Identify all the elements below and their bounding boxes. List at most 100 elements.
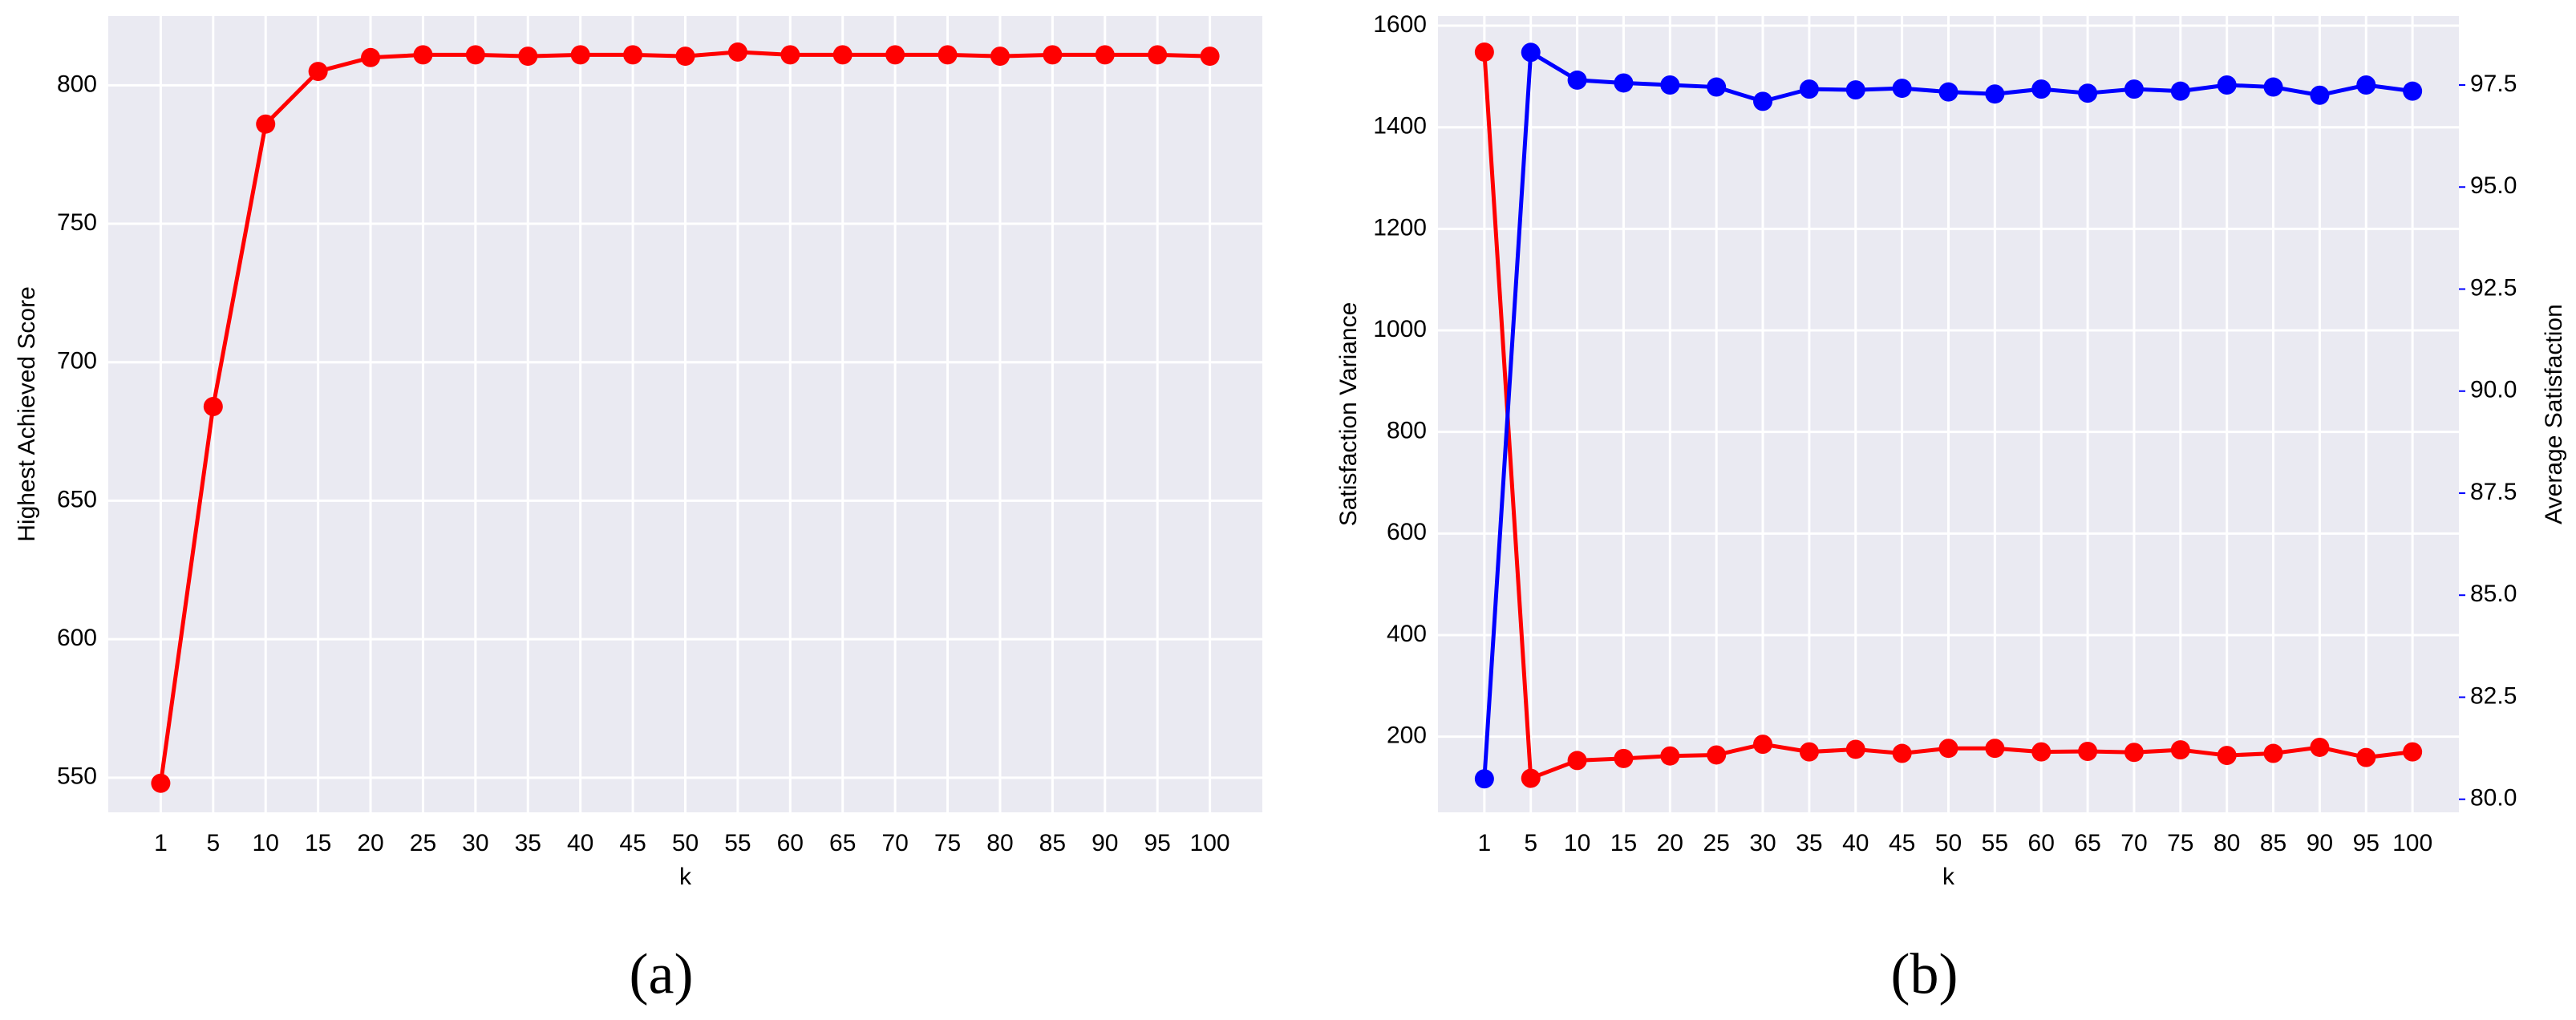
y2-tick-label: 85.0: [2470, 581, 2517, 607]
y-tick-label: 1400: [1373, 113, 1427, 140]
point: [1567, 751, 1587, 771]
point: [675, 47, 695, 67]
point: [1614, 73, 1634, 93]
x-tick-label: 20: [357, 830, 383, 856]
x-tick-label: 40: [1842, 830, 1869, 856]
x-tick-label: 70: [881, 830, 908, 856]
point: [1985, 739, 2005, 759]
point: [1043, 45, 1063, 65]
x-tick-label: 45: [619, 830, 646, 856]
point: [2310, 85, 2330, 105]
point: [885, 45, 905, 65]
point: [413, 45, 433, 65]
point: [1892, 743, 1912, 763]
y2-tick-label: 92.5: [2470, 274, 2517, 301]
point: [308, 62, 328, 82]
point: [1474, 769, 1494, 789]
y-tick-label: 1600: [1373, 11, 1427, 38]
x-axis-label: k: [679, 864, 692, 890]
y-tick-label: 600: [1387, 519, 1427, 545]
x-tick-label: 50: [1935, 830, 1962, 856]
x-tick-label: 100: [1190, 830, 1230, 856]
point: [2078, 742, 2098, 762]
x-tick-label: 15: [1610, 830, 1637, 856]
x-tick-label: 30: [1749, 830, 1776, 856]
point: [1521, 42, 1541, 63]
point: [1200, 47, 1220, 67]
x-axis-label: k: [1942, 864, 1955, 890]
point: [1707, 745, 1727, 765]
point: [2403, 742, 2423, 762]
y-tick-label: 800: [57, 71, 97, 97]
point: [1892, 79, 1912, 99]
point: [518, 47, 538, 67]
x-tick-label: 5: [206, 830, 220, 856]
x-tick-label: 65: [2074, 830, 2100, 856]
x-tick-label: 60: [777, 830, 804, 856]
y-tick-label: 200: [1387, 722, 1427, 749]
x-tick-label: 65: [829, 830, 856, 856]
point: [1707, 77, 1727, 97]
point: [2170, 740, 2190, 760]
point: [1753, 735, 1773, 755]
y-axis-label: Highest Achieved Score: [14, 286, 40, 542]
point: [1938, 82, 1958, 102]
y-tick-label: 750: [57, 209, 97, 236]
point: [780, 45, 800, 65]
y-tick-label: 1200: [1373, 214, 1427, 241]
x-tick-label: 50: [672, 830, 699, 856]
point: [2078, 83, 2098, 103]
point: [1660, 75, 1680, 95]
x-tick-label: 80: [986, 830, 1013, 856]
y-tick-label: 650: [57, 486, 97, 512]
x-tick-label: 30: [462, 830, 488, 856]
x-tick-label: 10: [253, 830, 279, 856]
x-tick-label: 10: [1564, 830, 1590, 856]
point: [938, 45, 958, 65]
x-tick-label: 75: [2167, 830, 2193, 856]
x-tick-label: 90: [1092, 830, 1118, 856]
x-tick-label: 25: [1703, 830, 1729, 856]
point: [203, 397, 223, 417]
y-tick-label: 700: [57, 348, 97, 374]
point: [1845, 739, 1865, 759]
point: [256, 114, 276, 134]
y-axis-label: Satisfaction Variance: [1335, 302, 1362, 527]
x-tick-label: 85: [2260, 830, 2286, 856]
y2-tick-label: 87.5: [2470, 479, 2517, 505]
x-tick-label: 15: [305, 830, 331, 856]
x-tick-label: 35: [515, 830, 541, 856]
point: [1938, 739, 1958, 759]
x-tick-label: 80: [2213, 830, 2240, 856]
x-tick-label: 55: [1982, 830, 2008, 856]
x-tick-label: 45: [1889, 830, 1915, 856]
point: [2031, 742, 2051, 762]
point: [727, 42, 747, 62]
point: [465, 45, 485, 65]
y-tick-label: 600: [57, 625, 97, 651]
y2-tick-label: 80.0: [2470, 785, 2517, 812]
x-tick-label: 25: [410, 830, 436, 856]
x-tick-label: 95: [2353, 830, 2380, 856]
point: [2124, 79, 2144, 99]
point: [1660, 746, 1680, 766]
y-tick-label: 800: [1387, 418, 1427, 444]
y2-axis-label: Average Satisfaction: [2541, 304, 2567, 524]
point: [1614, 748, 1634, 768]
point: [1985, 84, 2005, 104]
x-tick-label: 1: [1478, 830, 1492, 856]
point: [990, 47, 1010, 67]
y-tick-label: 550: [57, 763, 97, 790]
point: [2263, 77, 2283, 97]
point: [1567, 70, 1587, 90]
point: [361, 47, 381, 67]
point: [2403, 81, 2423, 101]
point: [623, 45, 643, 65]
x-tick-label: 55: [724, 830, 751, 856]
y2-tick-label: 97.5: [2470, 71, 2517, 97]
x-tick-label: 75: [934, 830, 961, 856]
point: [1148, 45, 1168, 65]
x-tick-label: 1: [154, 830, 168, 856]
caption: (a): [630, 942, 694, 1006]
